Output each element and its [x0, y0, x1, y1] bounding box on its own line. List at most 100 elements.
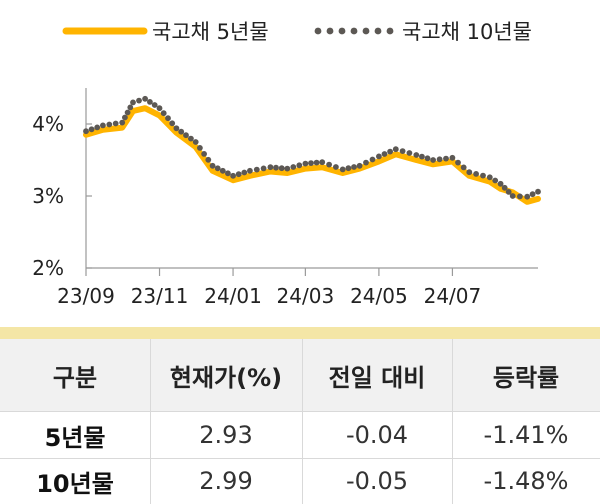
- x-tick-label: 24/05: [350, 284, 408, 308]
- series-point-10y: [219, 167, 226, 174]
- series-point-10y: [205, 156, 212, 163]
- row-rate: -1.41%: [483, 421, 569, 449]
- series-point-10y: [112, 120, 119, 127]
- series-point-10y: [326, 161, 332, 168]
- series-point-10y: [392, 146, 399, 153]
- series-point-10y: [235, 171, 242, 178]
- series-point-10y: [197, 145, 203, 151]
- series-point-10y: [201, 151, 208, 157]
- series-point-10y: [169, 120, 176, 127]
- table-row: 10년물 2.99 -0.05 -1.48%: [0, 458, 600, 504]
- legend-dot: [338, 27, 346, 35]
- series-point-10y: [253, 166, 260, 173]
- legend-dot: [386, 27, 394, 35]
- series-point-10y: [278, 165, 285, 172]
- series-dots-10y: [83, 95, 541, 200]
- series-point-10y: [136, 97, 142, 104]
- series-point-10y: [260, 165, 267, 172]
- legend-dot: [362, 27, 370, 35]
- series-point-10y: [486, 174, 493, 181]
- series-point-10y: [480, 172, 486, 179]
- x-tick-label: 23/09: [57, 284, 115, 308]
- series-point-10y: [473, 171, 479, 177]
- series-point-10y: [529, 191, 536, 198]
- series-point-10y: [430, 157, 436, 163]
- legend-dot: [350, 27, 358, 35]
- series-point-10y: [183, 132, 189, 139]
- legend: 국고채 5년물 국고채 10년물: [62, 20, 532, 44]
- series-point-10y: [151, 102, 158, 108]
- series-point-10y: [273, 164, 279, 171]
- row-change: -0.04: [345, 421, 409, 449]
- x-tick-label: 24/07: [424, 284, 482, 308]
- series-point-10y: [188, 135, 194, 142]
- column-divider: [302, 339, 303, 504]
- series-point-10y: [387, 148, 393, 155]
- series-point-10y: [173, 125, 180, 132]
- table-accent-bar: [0, 327, 600, 339]
- y-tick-labels: 2% 3% 4%: [32, 112, 92, 280]
- series-point-10y: [214, 165, 221, 172]
- legend-dot: [314, 27, 322, 35]
- row-change: -0.05: [345, 467, 409, 495]
- column-divider: [150, 339, 151, 504]
- series-point-10y: [156, 105, 163, 112]
- series-point-10y: [296, 162, 303, 169]
- series-point-10y: [339, 166, 346, 173]
- table-header-row: 구분 현재가(%) 전일 대비 등락률: [0, 339, 600, 412]
- series-point-10y: [267, 164, 274, 171]
- series-point-10y: [492, 177, 499, 184]
- series-point-10y: [83, 128, 89, 135]
- series-point-10y: [424, 155, 431, 162]
- yield-line-chart: 국고채 5년물 국고채 10년물 2%3%4% 23/09 23/11 24/01 2…: [32, 20, 541, 308]
- legend-dot: [326, 27, 334, 35]
- series-point-10y: [363, 159, 369, 166]
- series-point-10y: [535, 188, 541, 195]
- series-point-10y: [230, 172, 237, 179]
- series-point-10y: [209, 162, 216, 169]
- series-point-10y: [501, 184, 508, 191]
- series-point-10y: [399, 148, 406, 155]
- row-price: 2.99: [199, 467, 253, 495]
- x-tick-label: 23/11: [131, 284, 189, 308]
- series-point-10y: [381, 151, 388, 157]
- series-point-10y: [369, 156, 376, 163]
- series-point-10y: [443, 155, 449, 162]
- series-point-10y: [127, 104, 134, 111]
- header-price: 현재가(%): [169, 363, 283, 392]
- series-point-10y: [192, 139, 199, 145]
- x-tick-label: 24/03: [277, 284, 335, 308]
- series-point-10y: [449, 154, 456, 161]
- series-point-10y: [505, 189, 512, 195]
- series-point-10y: [436, 156, 443, 163]
- x-tick-labels: 23/09 23/11 24/01 24/03 24/05 24/07: [57, 268, 481, 308]
- y-tick-label: 2%: [32, 256, 64, 280]
- series-point-10y: [225, 170, 231, 177]
- series-point-10y: [119, 119, 126, 126]
- series-point-10y: [356, 162, 363, 169]
- series-point-10y: [241, 169, 248, 176]
- series-point-10y: [319, 159, 326, 166]
- header-rate: 등락률: [492, 363, 560, 392]
- series-point-10y: [376, 153, 382, 160]
- series-point-10y: [497, 180, 504, 187]
- column-divider: [452, 339, 453, 504]
- series-point-10y: [165, 115, 171, 122]
- series-point-10y: [308, 160, 314, 167]
- series-point-10y: [284, 165, 291, 172]
- series-point-10y: [509, 193, 516, 199]
- series-point-10y: [466, 169, 473, 176]
- series-point-10y: [524, 193, 531, 200]
- series-point-10y: [345, 165, 352, 172]
- x-tick-label: 24/01: [204, 284, 262, 308]
- series-point-10y: [100, 122, 106, 129]
- series-point-10y: [351, 164, 357, 170]
- series-point-10y: [247, 167, 253, 174]
- row-price: 2.93: [199, 421, 253, 449]
- legend-dot: [374, 27, 382, 35]
- legend-label-5y: 국고채 5년물: [152, 20, 269, 44]
- series-point-10y: [122, 114, 128, 121]
- series-point-10y: [142, 95, 149, 102]
- series-point-10y: [290, 164, 297, 170]
- legend-swatch-10y: [314, 27, 394, 35]
